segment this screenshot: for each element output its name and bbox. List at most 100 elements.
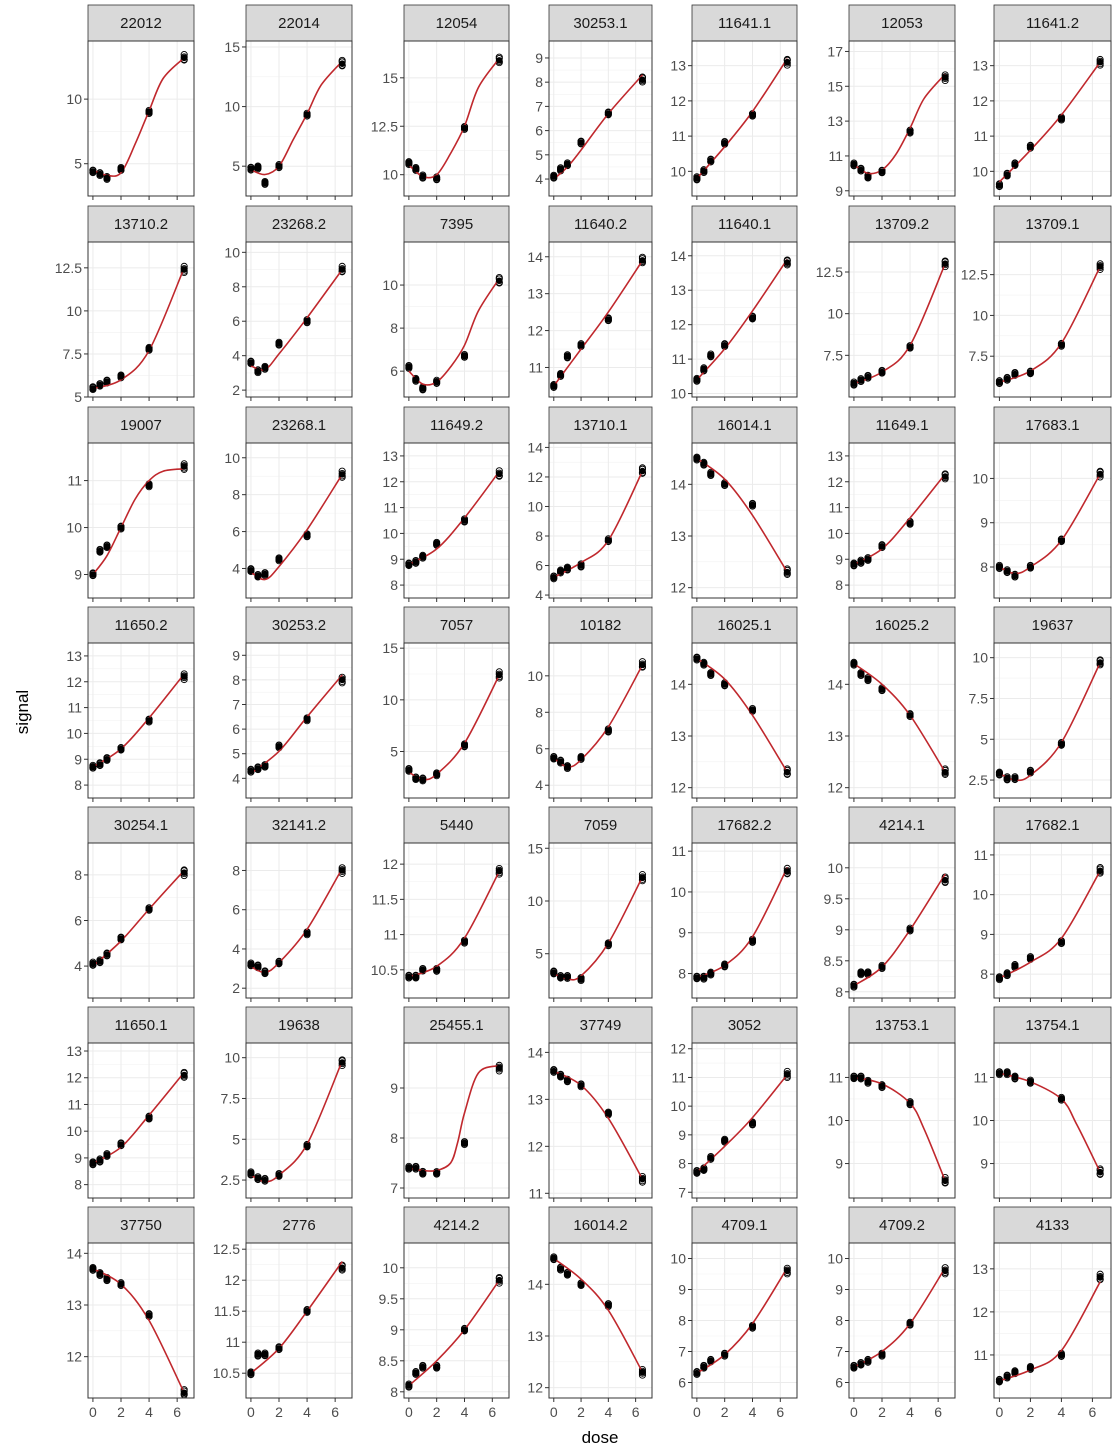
y-tick-label: 14 <box>827 676 843 692</box>
y-tick-label: 7 <box>678 1184 686 1200</box>
mean-point <box>1058 740 1065 748</box>
facet-panel-32141.2: 32141.2 2 4 6 8 <box>232 806 353 1002</box>
mean-point <box>180 54 188 62</box>
facet-panel-17682.1: 17682.1 8 9 10 11 <box>972 806 1112 1002</box>
mean-point <box>906 926 914 934</box>
mean-point <box>180 1389 188 1397</box>
facet-panel-17683.1: 17683.1 8 9 10 <box>972 406 1112 602</box>
facet-panel-11650.2: 11650.2 8 9 10 11 12 13 <box>66 606 195 802</box>
gridlines <box>849 443 955 598</box>
fitted-curve <box>553 1257 644 1373</box>
strip-background <box>87 4 195 42</box>
strip-background <box>245 205 353 243</box>
facet-panel-23268.1: 23268.1 4 6 8 10 <box>224 406 353 602</box>
mean-point <box>338 1264 346 1272</box>
x-axis <box>853 598 939 602</box>
mean-point <box>419 966 427 974</box>
facet-panel-22014: 22014 5 10 15 <box>224 4 353 200</box>
mean-point <box>941 876 949 884</box>
mean-point <box>564 1270 571 1278</box>
mean-point <box>1011 572 1019 580</box>
mean-point <box>275 162 283 170</box>
mean-point <box>996 974 1003 982</box>
y-tick-label: 10 <box>224 450 240 466</box>
mean-point <box>783 58 791 66</box>
strip-background <box>87 1006 195 1044</box>
y-tick-label: 9.5 <box>379 1291 399 1307</box>
y-tick-label: 10 <box>827 1113 843 1129</box>
facet-panel-7395: 7395 6 8 10 <box>382 205 510 401</box>
strip-background <box>993 1006 1112 1044</box>
fitted-curve <box>696 457 788 573</box>
mean-point <box>749 937 756 945</box>
x-axis <box>853 1198 939 1202</box>
mean-point <box>89 1265 97 1273</box>
panel-border <box>245 442 353 599</box>
mean-point <box>254 1351 262 1358</box>
y-tick-label: 12 <box>527 323 543 339</box>
dose-means <box>247 60 346 187</box>
mean-point <box>303 715 311 723</box>
mean-point <box>89 1159 97 1167</box>
y-axis: 6 8 10 <box>382 277 404 379</box>
mean-point <box>275 1171 283 1179</box>
fitted-curve <box>696 58 788 179</box>
strip-background <box>691 606 798 644</box>
mean-point <box>700 660 708 667</box>
strip-background <box>848 806 956 844</box>
panel-border <box>403 642 510 799</box>
mean-point <box>557 1072 564 1080</box>
strip-label: 19637 <box>1032 617 1074 634</box>
mean-point <box>419 1169 427 1177</box>
y-tick-label: 8 <box>74 1177 82 1193</box>
dose-means <box>850 660 949 776</box>
panel-border <box>87 1242 195 1399</box>
y-axis: 12 13 14 <box>827 676 849 796</box>
mean-point <box>117 745 125 753</box>
mean-point <box>639 257 646 264</box>
strip-label: 11641.1 <box>718 15 771 32</box>
y-tick-label: 6 <box>535 123 543 139</box>
fitted-curve <box>696 657 788 773</box>
x-tick-label: 0 <box>89 1404 97 1420</box>
x-axis <box>553 998 637 1002</box>
strip-background <box>403 606 510 644</box>
x-tick-label: 6 <box>331 1404 339 1420</box>
mean-point <box>707 157 715 165</box>
mean-point <box>89 385 97 392</box>
panel-border <box>403 842 510 999</box>
panel-border <box>87 241 195 398</box>
mean-point <box>247 961 255 968</box>
fitted-curve <box>250 1261 343 1374</box>
panel-border <box>403 442 510 599</box>
fitted-curve <box>250 473 343 581</box>
fitted-curve <box>553 1070 644 1180</box>
strip-label: 16025.1 <box>717 617 771 634</box>
y-tick-label: 10 <box>66 91 82 107</box>
mean-point <box>103 1151 111 1159</box>
y-tick-label: 9 <box>390 1322 398 1338</box>
mean-point <box>557 1265 564 1273</box>
y-axis: 9 10 11 <box>827 1069 849 1172</box>
x-axis: 0 2 4 6 <box>693 1398 784 1420</box>
mean-point <box>550 1067 558 1075</box>
mean-point <box>878 963 886 971</box>
dose-means <box>89 673 188 771</box>
y-axis: 10.5 11 11.5 12 12.5 <box>213 1241 246 1381</box>
mean-point <box>721 342 728 349</box>
panel-border <box>403 1242 510 1399</box>
gridlines <box>994 41 1111 196</box>
plot-background <box>692 643 797 798</box>
mean-point <box>89 571 97 578</box>
y-tick-label: 8 <box>980 966 988 982</box>
strip-background <box>548 1206 653 1244</box>
gridlines <box>404 643 509 798</box>
panel-border <box>691 642 798 799</box>
mean-point <box>996 770 1003 777</box>
x-axis <box>553 598 637 602</box>
facet-panel-3052: 3052 7 8 9 10 11 12 <box>670 1006 798 1202</box>
x-axis: 0 2 4 6 <box>996 1398 1097 1420</box>
strip-label: 11650.1 <box>114 1017 167 1034</box>
mean-point <box>1027 143 1034 150</box>
x-tick-label: 6 <box>173 1404 181 1420</box>
